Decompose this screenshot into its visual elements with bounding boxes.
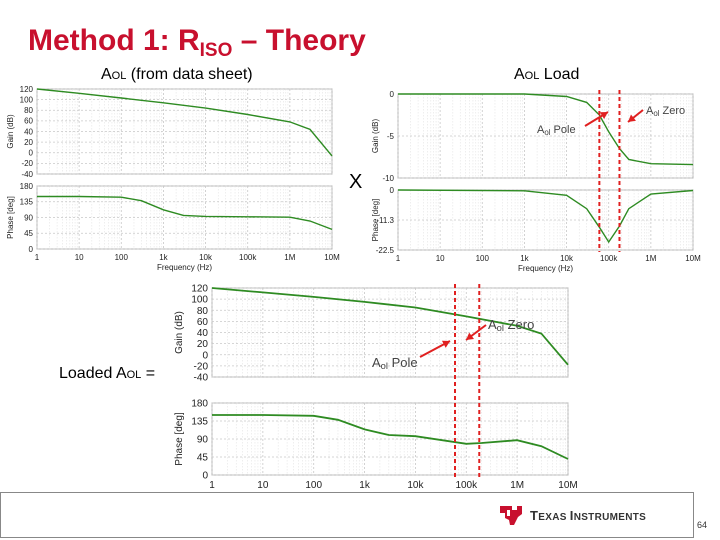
y-axis-label: Phase [deg] [371,199,380,242]
y-tick-label: 100 [191,295,208,306]
y-tick-label: 180 [20,182,34,191]
annotation-arrowhead [466,332,474,340]
y-axis-label: Gain (dB) [371,119,380,154]
y-tick-label: 40 [24,127,33,136]
y-tick-label: 45 [197,453,209,464]
y-tick-label: -5 [387,132,395,141]
y-tick-label: 60 [24,117,33,126]
y-tick-label: -40 [194,373,209,384]
y-tick-label: 135 [191,417,208,428]
y-tick-label: 100 [20,95,34,104]
x-tick-label: 100k [600,254,618,263]
page-number: 64 [697,520,708,530]
y-tick-label: 90 [197,435,209,446]
x-tick-label: 100k [455,480,478,491]
y-tick-label: 120 [20,85,34,94]
x-tick-label: 10 [436,254,445,263]
annotation-label: Aol Zero [488,317,534,333]
y-tick-label: -20 [21,159,33,168]
annotation-label: Aol Pole [537,124,576,137]
annotation-arrowhead [441,340,450,348]
y-tick-label: -11.3 [376,216,394,225]
y-tick-label: 0 [29,245,34,254]
series-line [36,88,333,157]
x-tick-label: 1k [159,253,168,262]
series-line [212,414,569,460]
y-tick-label: 45 [24,229,33,238]
y-tick-label: 90 [24,213,33,222]
multiply-operator: X [349,171,363,193]
x-tick-label: 10k [407,480,424,491]
series-line [211,287,569,366]
series-line [37,195,333,231]
y-axis-label: Phase [deg] [174,412,185,466]
x-tick-label: 100 [476,254,490,263]
y-tick-label: 0 [390,186,395,195]
y-tick-label: 0 [202,350,208,361]
y-tick-label: 60 [197,317,209,328]
y-tick-label: 135 [20,198,34,207]
annotation-arrowhead [599,112,608,120]
y-axis-label: Phase [deg] [6,196,15,239]
annotation-label: Aol Pole [372,355,418,371]
x-tick-label: 10 [75,253,84,262]
y-tick-label: 40 [197,328,209,339]
x-tick-label: 1 [396,254,401,263]
y-tick-label: 80 [24,106,33,115]
x-tick-label: 10M [558,480,577,491]
x-tick-label: 1k [520,254,529,263]
y-tick-label: 0 [202,471,208,482]
slide-title: Method 1: RISO – Theory [28,24,366,61]
x-tick-label: 10k [560,254,574,263]
y-tick-label: 120 [191,284,208,295]
x-tick-label: 1M [510,480,524,491]
label-aol-datasheet: AOL (from data sheet) [101,66,253,83]
y-tick-label: 20 [24,138,33,147]
x-tick-label: 10M [685,254,701,263]
x-tick-label: 100k [239,253,257,262]
x-tick-label: 10k [199,253,213,262]
x-tick-label: 1M [645,254,656,263]
y-tick-label: -20 [194,361,209,372]
x-tick-label: 1k [359,480,371,491]
x-tick-label: 10M [324,253,340,262]
chart-aol-load: 0 -5 -10 Gain (dB) 0 -11.3 -22.5 Phase [deg] 1 10… [371,90,701,273]
x-tick-label: 100 [115,253,129,262]
x-axis-label: Frequency (Hz) [157,263,212,272]
x-tick-label: 1 [209,480,215,491]
y-tick-label: -22.5 [376,246,395,255]
series-line [397,189,694,244]
annotation-arrowhead [628,114,636,122]
x-axis-label: Frequency (Hz) [518,264,573,273]
y-tick-label: 0 [390,90,395,99]
y-tick-label: -40 [21,170,33,179]
ti-logo-icon [500,506,522,525]
y-tick-label: 0 [29,149,34,158]
annotation-label: Aol Zero [646,105,685,118]
x-tick-label: 1M [284,253,295,262]
y-tick-label: 80 [197,306,209,317]
footer-bar [0,492,694,538]
y-tick-label: 20 [197,339,209,350]
x-tick-label: 100 [305,480,322,491]
y-axis-label: Gain (dB) [6,114,15,149]
label-aol-load: AOL Load [514,66,580,83]
x-tick-label: 10 [257,480,269,491]
series-line [398,93,694,166]
y-tick-label: 180 [191,399,208,410]
y-tick-label: -10 [382,174,394,183]
x-tick-label: 1 [35,253,40,262]
ti-wordmark: TEXAS INSTRUMENTS [530,508,647,523]
y-axis-label: Gain (dB) [174,311,185,354]
label-loaded-aol: Loaded AOL = [59,365,156,382]
